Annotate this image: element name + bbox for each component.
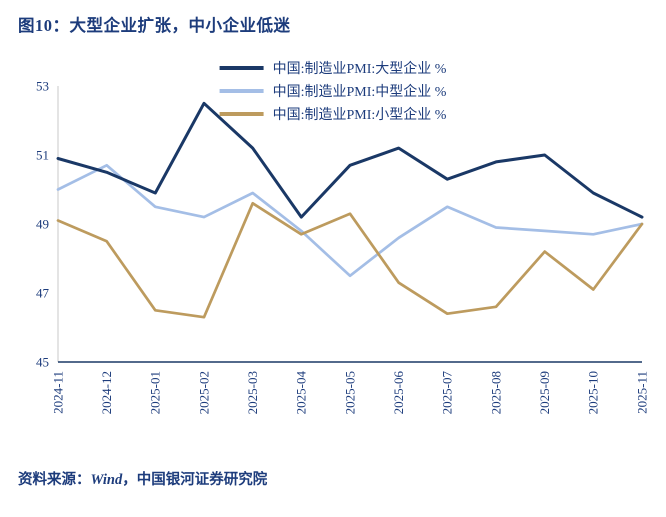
legend-item-small-enterprise: 中国:制造业PMI:小型企业 % — [219, 104, 447, 124]
x-axis-label: 2024-12 — [99, 371, 114, 414]
x-axis-label: 2025-06 — [391, 371, 406, 415]
x-axis-label: 2024-11 — [50, 371, 65, 414]
x-axis-label: 2025-04 — [294, 371, 309, 415]
x-axis-label: 2025-02 — [196, 371, 211, 414]
legend-line-swatch-large — [219, 66, 264, 70]
x-axis-label: 2025-01 — [148, 371, 163, 414]
y-axis-label: 47 — [36, 286, 50, 301]
x-axis-label: 2025-03 — [245, 371, 260, 414]
chart-legend: 中国:制造业PMI:大型企业 % 中国:制造业PMI:中型企业 % 中国:制造业… — [219, 58, 447, 124]
series-line-small-enterprise — [56, 201, 644, 319]
x-axis-label: 2025-07 — [440, 371, 455, 415]
legend-label-large: 中国:制造业PMI:大型企业 % — [272, 62, 447, 77]
y-axis-label: 51 — [36, 148, 49, 163]
legend-line-swatch-small — [219, 112, 264, 116]
x-axis-label: 2025-08 — [488, 371, 503, 414]
y-axis-label: 53 — [36, 79, 49, 94]
x-axis-label: 2025-05 — [342, 371, 357, 414]
legend-label-medium: 中国:制造业PMI:中型企业 % — [272, 85, 447, 100]
legend-line-swatch-medium — [219, 89, 264, 93]
chart-area: 中国:制造业PMI:大型企业 % 中国:制造业PMI:中型企业 % 中国:制造业… — [0, 46, 666, 446]
series-line-medium-enterprise — [56, 163, 644, 278]
y-axis-label: 49 — [36, 217, 49, 232]
x-axis-label: 2025-11 — [634, 371, 649, 414]
y-axis-label: 45 — [36, 355, 49, 370]
source-note: 资料来源：Wind，中国银河证券研究院 — [18, 468, 267, 489]
source-prefix: 资料来源： — [18, 472, 91, 488]
series-line-large-enterprise — [56, 101, 644, 219]
x-axis-label: 2025-10 — [586, 371, 601, 414]
legend-item-large-enterprise: 中国:制造业PMI:大型企业 % — [219, 58, 447, 78]
source-suffix: ，中国银河证券研究院 — [122, 472, 268, 488]
source-wind: Wind — [90, 472, 123, 488]
pmi-line-chart: 45 47 49 51 53 2024-11 2024-12 2025-01 2025-02 20… — [36, 79, 649, 415]
chart-title: 图10：大型企业扩张，中小企业低迷 — [18, 16, 291, 35]
legend-item-medium-enterprise: 中国:制造业PMI:中型企业 % — [219, 81, 447, 101]
legend-label-small: 中国:制造业PMI:小型企业 % — [272, 108, 447, 123]
x-axis-label: 2025-09 — [537, 371, 552, 414]
